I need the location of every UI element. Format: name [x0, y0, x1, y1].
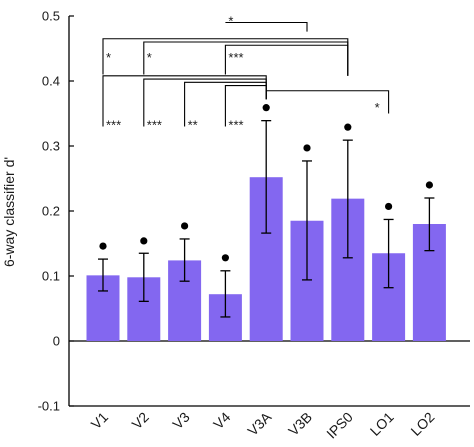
bracket-v4-ips0: *** — [224, 44, 349, 76]
bracket-label: *** — [228, 50, 243, 65]
error-bar-v4 — [220, 270, 231, 318]
y-tick-label: 0.5 — [42, 9, 60, 24]
error-bar-v3a — [261, 120, 272, 234]
error-bar-lo2 — [424, 197, 435, 252]
bracket-label: * — [375, 100, 380, 115]
x-label-v4: V4 — [210, 409, 234, 433]
error-bar-v3b — [302, 160, 312, 281]
error-bar-v2 — [138, 252, 149, 303]
x-label-v2: V2 — [128, 409, 152, 433]
x-label-ips0: IPS0 — [323, 409, 356, 442]
y-tick-label: -0.1 — [38, 399, 60, 414]
error-bar-v3 — [179, 238, 190, 282]
bracket-label: * — [106, 50, 111, 65]
bracket-v4-v3b: * — [225, 14, 308, 32]
error-bar-lo1 — [383, 218, 394, 289]
y-tick-label: 0.1 — [42, 269, 60, 284]
significance-brackets: ** * ****** *** ** **** — [102, 14, 390, 133]
y-tick-label: 0 — [53, 334, 60, 349]
bracket-v4-v3a: *** — [224, 85, 267, 133]
significance-dot-ips0 — [344, 123, 352, 131]
y-tick-label: 0.3 — [42, 139, 60, 154]
bracket-label: *** — [228, 118, 243, 133]
x-axis-labels: V1 V2 V3 V4 V3A V3B IPS0 LO1 LO2 — [88, 408, 438, 441]
y-axis-tick-labels: -0.1 0 0.1 0.2 0.3 0.4 0.5 — [38, 9, 60, 414]
x-label-v3a: V3A — [244, 408, 274, 438]
significance-dot-v3a — [262, 104, 270, 112]
bracket-v3a-lo1: * — [266, 90, 390, 115]
significance-dot-v3 — [181, 222, 189, 230]
x-label-lo2: LO2 — [407, 409, 437, 439]
bracket-v2-v3a: *** — [143, 78, 267, 133]
bracket-label: ** — [188, 118, 198, 133]
significance-dot-v1 — [99, 242, 107, 250]
y-tick-label: 0.4 — [42, 74, 60, 89]
bracket-label: * — [228, 14, 233, 29]
bracket-label: *** — [147, 118, 162, 133]
bracket-label: *** — [106, 118, 121, 133]
x-label-v3: V3 — [169, 409, 193, 433]
x-label-v1: V1 — [88, 409, 112, 433]
error-bar-ips0 — [342, 139, 353, 259]
x-label-lo1: LO1 — [367, 409, 397, 439]
significance-dot-v3b — [303, 144, 311, 152]
bracket-v2-ips0: * — [143, 41, 349, 76]
significance-dot-lo2 — [425, 181, 433, 189]
significance-dots — [99, 104, 433, 262]
error-bar-v1 — [98, 258, 108, 292]
significance-dot-lo1 — [385, 202, 393, 211]
significance-dot-v4 — [221, 254, 229, 262]
y-axis-label: 6-way classifier d' — [1, 157, 17, 267]
bracket-label: * — [147, 50, 152, 65]
y-tick-label: 0.2 — [42, 204, 60, 219]
error-bars — [98, 120, 435, 318]
significance-dot-v2 — [140, 237, 148, 245]
x-label-v3b: V3B — [285, 409, 315, 439]
